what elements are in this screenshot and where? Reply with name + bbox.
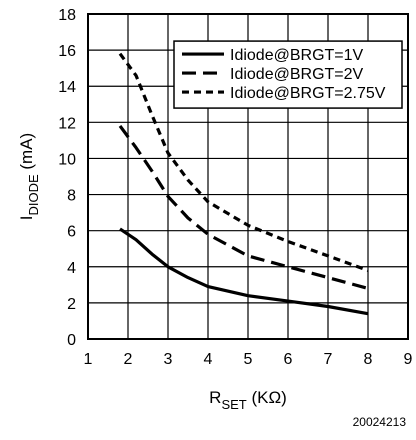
- series-line-3: [118, 52, 369, 272]
- y-tick-label: 18: [58, 7, 76, 24]
- x-axis-label-main: R: [209, 388, 221, 407]
- x-tick-label: 6: [284, 351, 293, 368]
- x-axis-label-unit: (KΩ): [247, 388, 287, 407]
- series-line-2: [118, 124, 369, 290]
- y-tick-label: 10: [58, 151, 76, 168]
- x-tick-label: 9: [404, 351, 413, 368]
- y-axis-label-unit: (mA): [17, 133, 36, 175]
- legend-label-2: Idiode@BRGT=2V: [230, 66, 364, 83]
- x-tick-label: 4: [204, 351, 213, 368]
- y-tick-label: 2: [67, 296, 76, 313]
- y-tick-label: 16: [58, 43, 76, 60]
- legend-label-1: Idiode@BRGT=1V: [230, 47, 364, 64]
- y-tick-label: 6: [67, 224, 76, 241]
- legend-label-3: Idiode@BRGT=2.75V: [230, 85, 386, 102]
- y-tick-label: 12: [58, 115, 76, 132]
- y-tick-label: 8: [67, 188, 76, 205]
- x-axis-label-sub: SET: [221, 397, 246, 412]
- y-tick-label: 0: [67, 332, 76, 349]
- x-axis-label: RSET (KΩ): [209, 388, 287, 412]
- x-tick-label: 7: [324, 351, 333, 368]
- y-axis-label-sub: DIODE: [26, 174, 41, 216]
- series-line-1: [119, 227, 369, 316]
- x-tick-label: 5: [244, 351, 253, 368]
- y-axis-label: IDIODE (mA): [17, 133, 41, 220]
- x-tick-label: 1: [84, 351, 93, 368]
- figure-id: 20024213: [352, 415, 406, 429]
- x-tick-label: 8: [364, 351, 373, 368]
- y-tick-label: 14: [58, 79, 76, 96]
- y-tick-label: 4: [67, 260, 76, 277]
- y-axis-label-main: I: [17, 215, 36, 220]
- x-tick-label: 3: [164, 351, 173, 368]
- x-tick-label: 2: [124, 351, 133, 368]
